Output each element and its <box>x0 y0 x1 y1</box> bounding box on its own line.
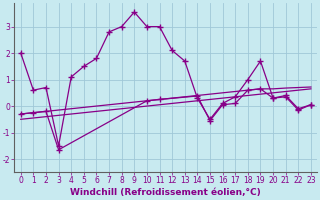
X-axis label: Windchill (Refroidissement éolien,°C): Windchill (Refroidissement éolien,°C) <box>70 188 261 197</box>
